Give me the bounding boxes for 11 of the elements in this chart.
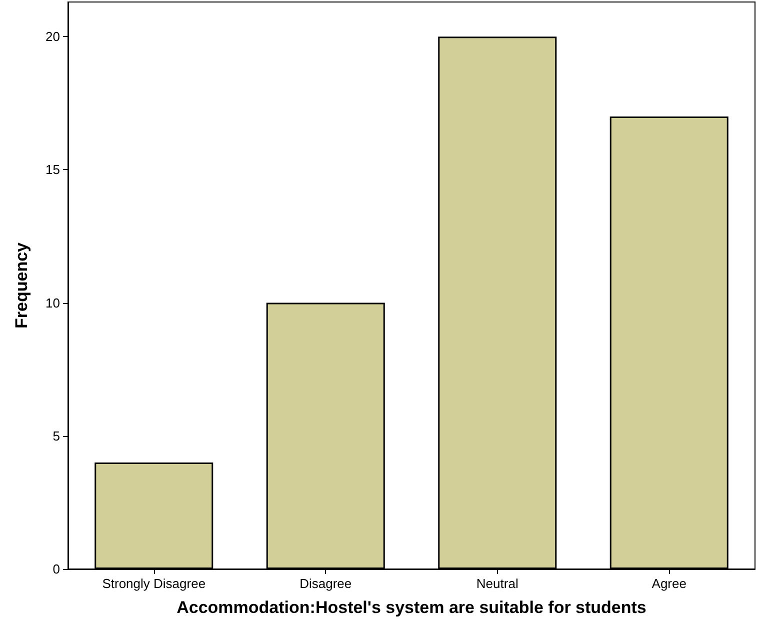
y-tick-label: 10 bbox=[46, 295, 60, 310]
x-axis-title: Accommodation:Hostel's system are suitable for students bbox=[176, 598, 646, 617]
x-tick-label: Disagree bbox=[300, 576, 352, 591]
x-tick-label: Strongly Disagree bbox=[102, 576, 206, 591]
y-tick-label: 0 bbox=[52, 562, 60, 576]
y-tick-label: 15 bbox=[46, 162, 60, 178]
y-tick-label: 20 bbox=[46, 29, 60, 44]
x-tick-label: Agree bbox=[652, 576, 686, 591]
y-tick-label: 5 bbox=[52, 428, 60, 444]
x-tick-label: Neutral bbox=[476, 576, 518, 591]
y-axis-title: Frequency bbox=[12, 242, 31, 328]
